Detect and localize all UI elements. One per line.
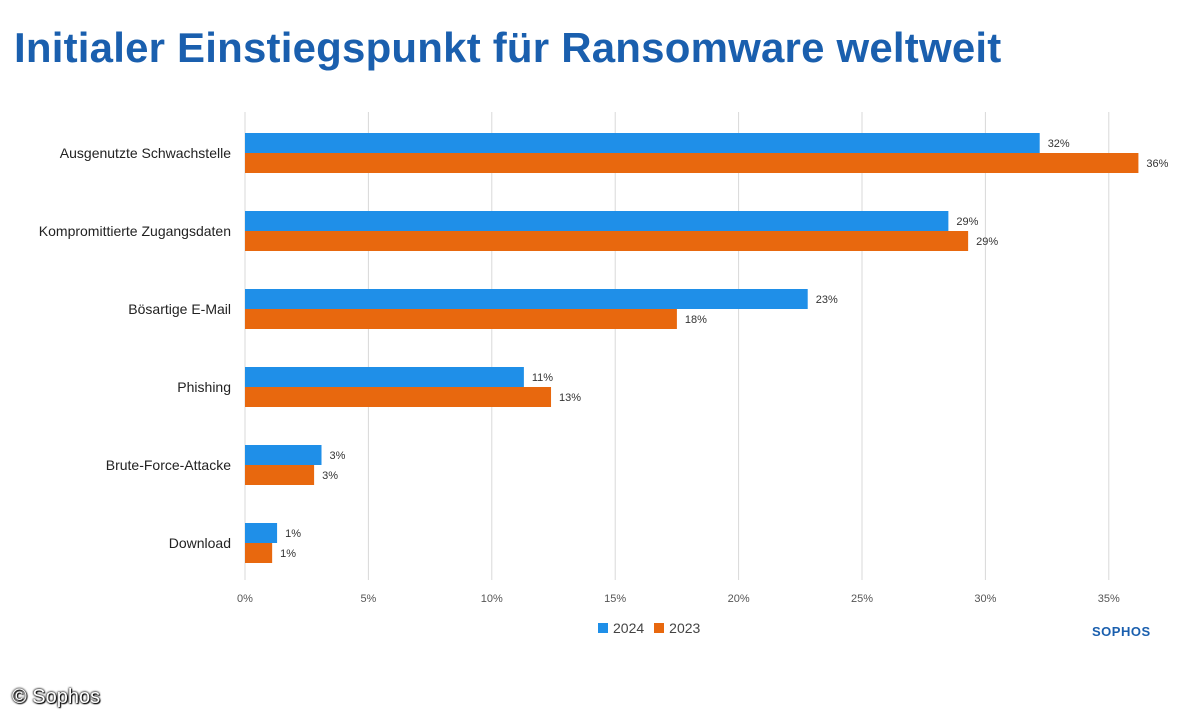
data-label-2023-3: 13% (559, 392, 581, 404)
bar-2023-0 (245, 153, 1139, 173)
bar-2023-5 (245, 543, 273, 563)
x-tick-label-15: 15% (604, 593, 626, 605)
copyright-watermark: © Sophos (12, 686, 101, 708)
bar-2023-3 (245, 387, 552, 407)
bar-2024-3 (245, 367, 524, 387)
legend-label-2024: 2024 (613, 620, 645, 636)
legend-item-2023: 2023 (654, 620, 700, 636)
x-tick-label-5: 5% (360, 593, 376, 605)
data-label-2024-2: 23% (816, 294, 838, 306)
bar-2024-0 (245, 133, 1040, 153)
data-label-2023-0: 36% (1146, 158, 1168, 170)
category-label-1: Kompromittierte Zugangsdaten (39, 223, 231, 239)
category-label-4: Brute-Force-Attacke (106, 457, 231, 473)
data-label-2023-5: 1% (280, 548, 296, 560)
x-tick-label-30: 30% (974, 593, 996, 605)
category-label-0: Ausgenutzte Schwachstelle (60, 145, 231, 161)
legend-label-2023: 2023 (669, 620, 701, 636)
bar-2024-1 (245, 211, 949, 231)
x-tick-label-35: 35% (1098, 593, 1120, 605)
legend-swatch-2023 (654, 623, 665, 633)
x-tick-label-20: 20% (728, 593, 750, 605)
category-label-3: Phishing (177, 379, 231, 395)
page-title: Initialer Einstiegspunkt für Ransomware … (14, 24, 1002, 71)
data-label-2024-0: 32% (1048, 138, 1070, 150)
data-label-2023-1: 29% (976, 236, 998, 248)
bar-2024-2 (245, 289, 808, 309)
bar-2023-2 (245, 309, 677, 329)
legend: 2024 2023 (598, 620, 700, 636)
legend-swatch-2024 (598, 623, 608, 633)
data-label-2024-5: 1% (285, 528, 301, 540)
bar-2024-4 (245, 445, 322, 465)
legend-item-2024: 2024 (598, 620, 644, 636)
data-label-2024-3: 11% (532, 372, 553, 384)
data-label-2024-1: 29% (956, 216, 978, 228)
data-label-2023-4: 3% (322, 470, 338, 482)
category-label-5: Download (169, 535, 231, 551)
sophos-logo: SOPHOS (1092, 624, 1151, 639)
data-label-2023-2: 18% (685, 314, 707, 326)
x-tick-label-25: 25% (851, 593, 873, 605)
data-label-2024-4: 3% (330, 450, 346, 462)
bar-2023-4 (245, 465, 315, 485)
category-label-2: Bösartige E-Mail (128, 301, 231, 317)
bar-2024-5 (245, 523, 278, 543)
x-tick-label-10: 10% (481, 593, 503, 605)
x-tick-label-0: 0% (237, 593, 253, 605)
bar-2023-1 (245, 231, 969, 251)
